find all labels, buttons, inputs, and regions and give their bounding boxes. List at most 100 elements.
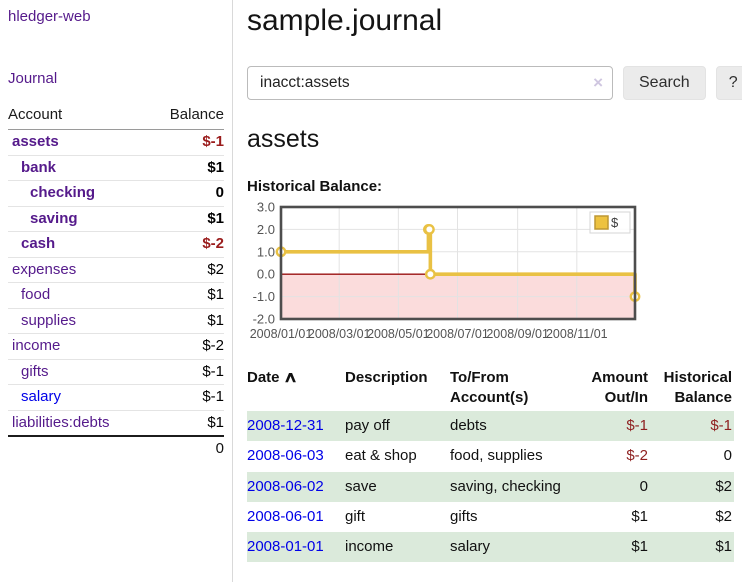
register-table: Date ∧ Description To/From Account(s) Amou… [247,364,734,563]
tofrom-column-header: To/From Account(s) [450,369,529,406]
account-heading: assets [247,125,320,153]
x-tick-label: 2008/11/01 [546,327,608,341]
sidebar-account-row: cash $-2 [8,231,224,258]
account-balance: $2 [148,257,224,283]
date-column-header[interactable]: Date ∧ [247,369,298,386]
accounts-total-value: 0 [148,435,224,462]
app-title-link[interactable]: hledger-web [8,8,91,25]
sidebar-account-row: salary $-1 [8,384,224,411]
sidebar-account-row: liabilities:debts $1 [8,410,224,437]
sort-ascending-icon: ∧ [282,369,298,386]
account-link[interactable]: liabilities:debts [12,413,110,431]
transaction-accounts: debts [450,417,487,434]
account-link[interactable]: supplies [21,311,77,329]
transaction-description: gift [345,507,366,525]
page-title: sample.journal [247,4,443,37]
date-link[interactable]: 2008-06-02 [247,477,324,495]
account-link[interactable]: food [21,286,51,303]
transaction-amount: $-1 [626,417,648,434]
search-input-wrap: × [247,66,613,100]
chart-label: Historical Balance: [247,178,383,195]
transaction-description: income [345,538,394,555]
transaction-accounts: saving, checking [450,477,561,495]
account-balance: $1 [148,206,224,232]
date-link[interactable]: 2008-06-03 [247,447,324,465]
search-button[interactable]: Search [623,66,706,100]
account-link[interactable]: saving [30,209,78,227]
help-button[interactable]: ? [715,66,742,100]
y-tick-label: -2.0 [253,312,275,327]
x-tick-label: 2008/09/01 [486,327,549,341]
x-tick-label: 2008/05/01 [367,327,430,341]
sidebar-account-row: checking 0 [8,180,224,207]
sidebar-account-row: income $-2 [8,333,224,360]
account-link[interactable]: cash [21,235,56,252]
account-link[interactable]: bank [21,158,57,176]
date-link[interactable]: 2008-12-31 [247,417,324,434]
amount-column-header: Amount Out/In [591,369,648,406]
sidebar-account-row: saving $1 [8,206,224,232]
accounts-body: assets $-1 bank $1 checking 0 saving $1 cash $-2 e… [8,129,224,437]
register-header-row: Date ∧ Description To/From Account(s) Amou… [247,364,734,411]
historical-balance-chart: $3.0 2.0 1.0 0.0 -1.0 -2.0 2008/01/01 2008/03/0… [247,200,742,348]
account-link[interactable]: salary [21,388,62,405]
legend-swatch [594,215,609,230]
balance-chart-svg: $3.0 2.0 1.0 0.0 -1.0 -2.02008/01/012008/03/0… [250,200,641,341]
app-title: hledger-web [8,8,224,26]
account-balance: $1 [148,282,224,309]
transaction-amount: $-2 [626,447,648,465]
account-balance: $-2 [148,333,224,360]
description-column-header: Description [345,369,428,386]
x-tick-label: 2008/01/01 [250,327,313,341]
account-balance: $-1 [148,384,224,411]
sidebar: hledger-web Journal Account Balance asse… [0,0,233,582]
y-tick-label: 0.0 [257,267,275,282]
account-balance: $-1 [148,359,224,385]
transaction-accounts: gifts [450,507,478,525]
x-tick-label: 2008/03/01 [308,327,371,341]
y-tick-label: 1.0 [257,244,275,259]
y-tick-label: 2.0 [257,222,275,237]
account-link[interactable]: checking [30,184,96,201]
transaction-accounts: food, supplies [450,447,543,465]
table-row: 2008-06-01 gift gifts $1 $2 [247,502,734,532]
account-link[interactable]: income [12,337,61,354]
accounts-table: Account Balance assets $-1 bank $1 checking 0… [8,103,224,462]
legend-label: $ [611,215,619,230]
account-balance: 0 [148,180,224,207]
transaction-description: save [345,477,377,495]
x-tick-label: 2008/07/01 [426,327,489,341]
transactions-body: 2008-12-31 pay off debts $-1 $-1 2008-06-03 ea… [247,411,734,563]
account-balance: $-1 [148,129,224,156]
sidebar-account-row: assets $-1 [8,129,224,156]
transaction-amount: 0 [639,477,648,495]
table-row: 2008-12-31 pay off debts $-1 $-1 [247,411,734,442]
account-link[interactable]: gifts [21,362,49,380]
account-column-header: Account [8,103,149,130]
transaction-balance: $2 [715,477,732,495]
date-link[interactable]: 2008-01-01 [247,538,324,555]
accounts-total-row: 0 [8,435,224,462]
date-link[interactable]: 2008-06-01 [247,507,324,525]
chart-legend: $ [589,211,631,234]
transaction-balance: 0 [723,447,732,465]
journal-link[interactable]: Journal [8,70,58,87]
account-link[interactable]: assets [12,133,59,150]
transaction-balance: $2 [715,507,732,525]
table-row: 2008-06-03 eat & shop food, supplies $-2 0 [247,441,734,471]
journal-nav: Journal [8,70,224,88]
search-input[interactable] [247,66,613,100]
account-link[interactable]: expenses [12,260,77,278]
account-balance: $-2 [148,231,224,258]
transaction-amount: $1 [631,507,648,525]
main-content: sample.journal × Search ? assets Histori… [233,0,742,582]
clear-search-icon[interactable]: × [593,73,603,92]
table-row: 2008-01-01 income salary $1 $1 [247,532,734,563]
transaction-amount: $1 [631,538,648,555]
transaction-description: eat & shop [345,447,417,465]
account-balance: $1 [148,410,224,437]
data-point-marker [423,224,435,235]
search-bar: × Search ? [247,66,742,100]
balance-column-header: Balance [148,103,224,130]
